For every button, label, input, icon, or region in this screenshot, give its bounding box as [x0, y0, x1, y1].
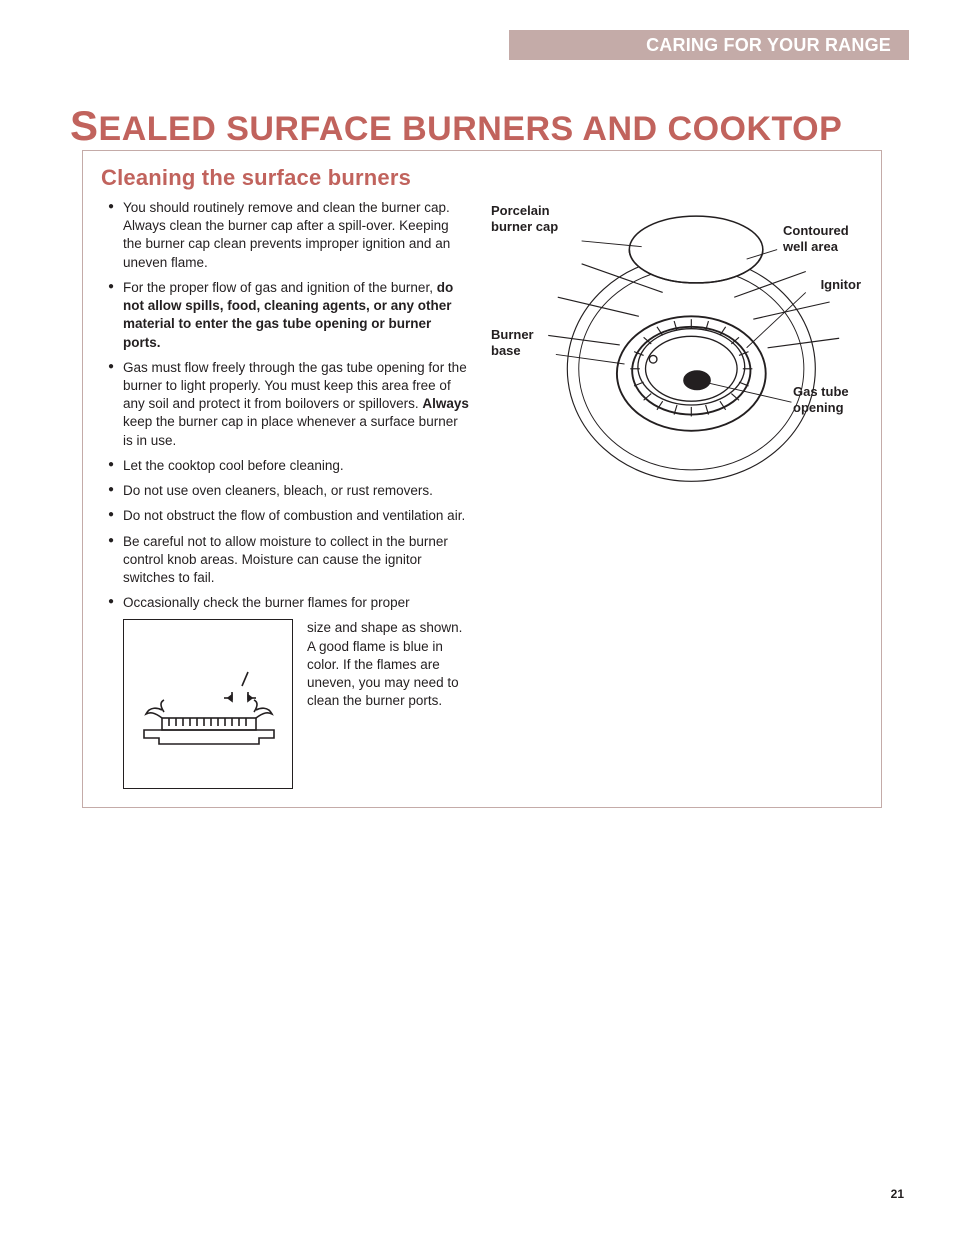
title-first-letter: S — [70, 102, 99, 149]
page-title: SEALED SURFACE BURNERS AND COOKTOP — [70, 102, 842, 150]
title-rest: EALED SURFACE BURNERS AND COOKTOP — [99, 110, 843, 148]
content-panel: Cleaning the surface burners You should … — [82, 150, 882, 808]
flame-diagram — [123, 619, 293, 789]
label-burner-base: Burner base — [491, 327, 551, 358]
right-column: Porcelain burner cap Contoured well area… — [491, 199, 863, 789]
list-item: Let the cooktop cool before cleaning. — [113, 457, 471, 475]
list-item: Be careful not to allow moisture to coll… — [113, 533, 471, 588]
label-contoured-well: Contoured well area — [783, 223, 863, 254]
two-column-layout: You should routinely remove and clean th… — [101, 199, 863, 789]
list-item: Occasionally check the burner flames for… — [113, 594, 471, 612]
list-item: For the proper flow of gas and ignition … — [113, 279, 471, 352]
list-item: Do not use oven cleaners, bleach, or rus… — [113, 482, 471, 500]
list-item: Do not obstruct the flow of combustion a… — [113, 507, 471, 525]
list-item: You should routinely remove and clean th… — [113, 199, 471, 272]
burner-diagram: Porcelain burner cap Contoured well area… — [491, 199, 863, 529]
flame-continuation-text: size and shape as shown. A good flame is… — [307, 619, 471, 789]
section-subtitle: Cleaning the surface burners — [101, 165, 863, 191]
left-column: You should routinely remove and clean th… — [101, 199, 471, 789]
label-gas-tube: Gas tube opening — [793, 384, 863, 415]
section-header-tab: CARING FOR YOUR RANGE — [509, 30, 909, 60]
label-ignitor: Ignitor — [821, 277, 861, 293]
bullet-list: You should routinely remove and clean th… — [101, 199, 471, 612]
flame-figure-row: size and shape as shown. A good flame is… — [101, 619, 471, 789]
page-number: 21 — [891, 1187, 904, 1201]
list-item: Gas must flow freely through the gas tub… — [113, 359, 471, 450]
label-porcelain-cap: Porcelain burner cap — [491, 203, 586, 234]
